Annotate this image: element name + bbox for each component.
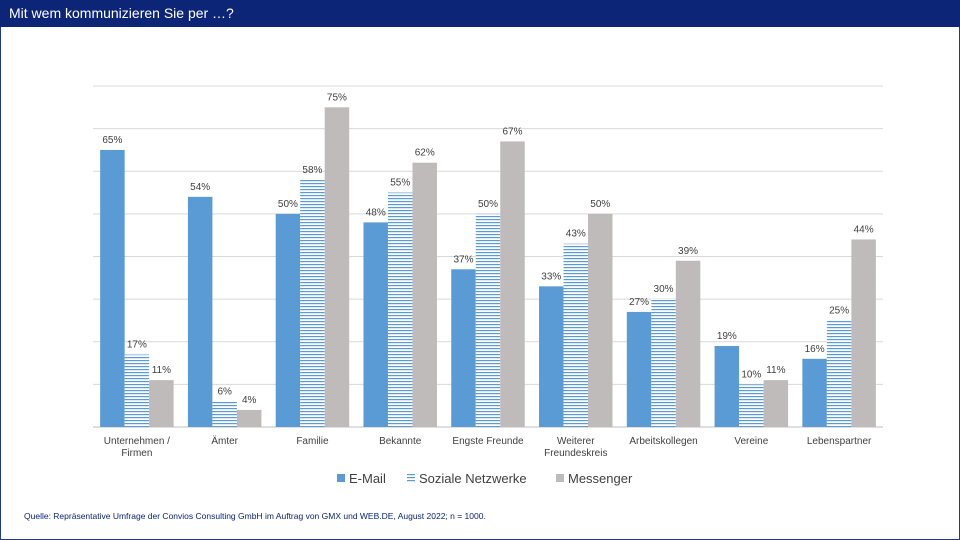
data-label: 37% (453, 254, 473, 265)
data-label: 65% (102, 135, 122, 146)
legend-swatch (407, 474, 415, 482)
data-label: 19% (717, 331, 737, 342)
data-label: 75% (327, 92, 347, 103)
data-label: 48% (366, 207, 386, 218)
data-label: 10% (741, 369, 761, 380)
bar-social (739, 384, 764, 427)
category-label: Familie (296, 436, 329, 447)
bar-email (275, 213, 301, 427)
category-label: Engste Freunde (452, 436, 524, 447)
category-label: Unternehmen / (104, 436, 170, 447)
category-label: Bekannte (379, 436, 422, 447)
bar-social (387, 192, 413, 427)
data-label: 44% (854, 224, 874, 235)
data-label: 62% (415, 148, 435, 159)
data-label: 43% (566, 229, 586, 240)
bar-social (300, 179, 325, 427)
bar-messenger (149, 380, 174, 427)
bar-messenger (236, 409, 262, 427)
category-label: Ämter (211, 435, 238, 447)
data-label: 30% (654, 284, 674, 295)
bar-social (826, 320, 852, 427)
data-label: 17% (127, 340, 147, 351)
data-label: 67% (502, 126, 522, 137)
legend-swatch (556, 474, 564, 482)
bar-social (212, 401, 237, 427)
data-label: 50% (590, 199, 610, 210)
bar-email (626, 311, 652, 427)
bar-messenger (500, 141, 525, 427)
bar-social (475, 213, 501, 427)
legend-label: Soziale Netzwerke (419, 471, 527, 486)
category-label: Lebenspartner (807, 436, 872, 447)
data-label: 11% (766, 365, 785, 376)
category-label: Weiterer (557, 436, 595, 447)
category-label: Vereine (734, 436, 768, 447)
data-label: 27% (629, 297, 649, 308)
category-label: Arbeitskollegen (629, 436, 697, 447)
category-label: Firmen (121, 448, 152, 459)
bar-email (802, 358, 827, 427)
header-bar: Mit wem kommunizieren Sie per …? (0, 0, 960, 27)
data-label: 4% (242, 395, 257, 406)
data-label: 58% (302, 165, 322, 176)
data-label: 50% (478, 199, 498, 210)
data-label: 39% (678, 246, 698, 257)
legend-label: E-Mail (349, 471, 386, 486)
data-label: 25% (829, 305, 849, 316)
bar-email (451, 269, 476, 427)
data-label: 33% (541, 271, 561, 282)
data-label: 16% (805, 344, 825, 355)
bar-social (563, 243, 589, 427)
bar-messenger (675, 260, 701, 427)
data-label: 50% (278, 199, 298, 210)
legend: E-Mail Soziale Netzwerke Messenger (337, 471, 633, 486)
bar-email (539, 286, 564, 427)
data-label: 11% (152, 365, 171, 376)
bar-social (124, 354, 150, 427)
legend-swatch (337, 474, 345, 482)
legend-label: Messenger (568, 471, 633, 486)
data-labels: 65% 17% 11% 54% 6% 4% 50% 58% 75% 48% 55% 62% 37% 50%… (102, 92, 873, 406)
bar-social (651, 299, 676, 427)
bar-email (100, 149, 125, 427)
bar-messenger (324, 107, 350, 427)
page-title: Mit wem kommunizieren Sie per …? (9, 5, 234, 21)
bar-messenger (763, 380, 789, 427)
bar-messenger (412, 162, 437, 427)
bar-email (363, 222, 388, 427)
data-label: 6% (217, 386, 232, 397)
bars (100, 107, 876, 427)
source-note: Quelle: Repräsentative Umfrage der Convi… (24, 511, 486, 521)
bar-messenger (851, 239, 876, 427)
data-label: 55% (390, 178, 410, 189)
category-label: Freundeskreis (544, 448, 607, 459)
bar-email (187, 196, 213, 427)
bar-messenger (588, 213, 613, 427)
data-label: 54% (190, 182, 210, 193)
bar-email (714, 346, 740, 427)
category-labels: Unternehmen /Firmen Ämter Familie Bekannte E… (104, 435, 872, 459)
